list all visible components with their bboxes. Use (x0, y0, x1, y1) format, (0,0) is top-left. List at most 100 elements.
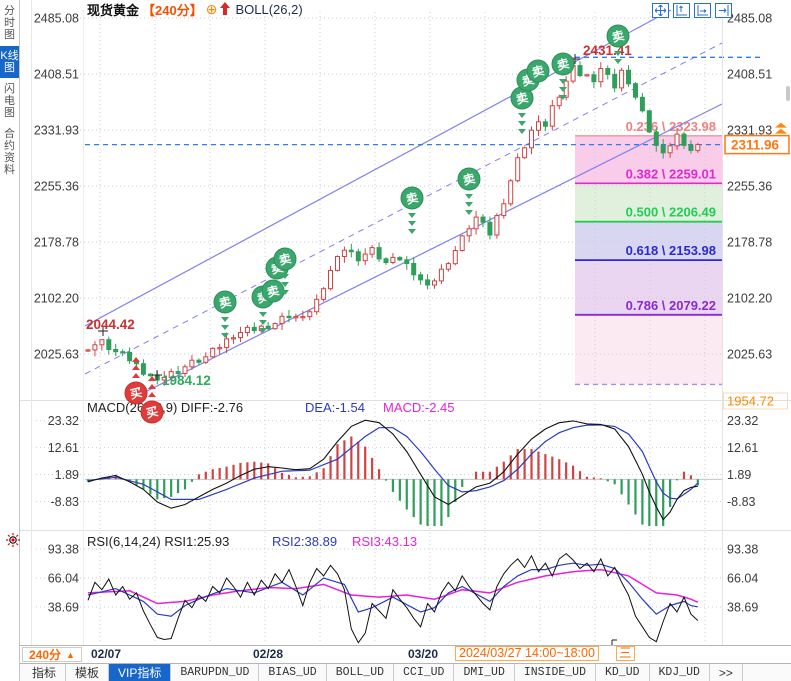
svg-text:卖: 卖 (610, 27, 625, 44)
axis-tick-label: 12.61 (727, 441, 758, 455)
fib-label: 0.382 \ 2259.01 (626, 166, 716, 181)
axis-tick-label: 2102.20 (34, 292, 79, 306)
toolbar-tab-5[interactable]: BIAS_UD (259, 664, 327, 681)
axis-tick-label: 23.32 (48, 414, 79, 428)
panel-title: MACD(26,12,9) DIFF:-2.76 (87, 400, 243, 415)
macd-diff-line (87, 419, 698, 521)
svg-text:卖: 卖 (530, 62, 545, 79)
fib-label: 0.236 \ 2323.98 (626, 119, 716, 134)
panel-title: RSI2:38.89 (272, 534, 337, 549)
panel-title: DEA:-1.54 (305, 400, 365, 415)
toolbar-tab-6[interactable]: BOLL_UD (327, 664, 395, 681)
axis-tick-label: 38.69 (727, 601, 758, 615)
indicator-toolbar: 指标 模板 VIP指标 BARUPDN_UD BIAS_UD BOLL_UD CCI_UD D… (20, 663, 791, 681)
svg-text:卖: 卖 (265, 282, 280, 299)
chevron-up-icon: ▲ (66, 649, 75, 660)
chart-type-sidebar: 分时图 K线图闪电图合约资料 (0, 0, 20, 681)
period-label: 240分 (29, 648, 62, 662)
indicator-settings-sun-icon[interactable] (5, 532, 21, 553)
axis-tick-label: 66.04 (727, 571, 758, 585)
toolbar-tab-11[interactable]: KDJ_UD (650, 664, 710, 681)
date-axis-label: 02/07 (90, 647, 122, 661)
toolbar-tab-3[interactable]: VIP指标 (109, 664, 172, 681)
axis-tick-label: 93.38 (727, 542, 758, 556)
sidebar-item-4[interactable]: 合约资料 (4, 128, 15, 176)
axis-tick-label: 2178.78 (34, 236, 79, 250)
axis-tick-label: 12.61 (48, 441, 79, 455)
current-price-box (724, 134, 790, 155)
svg-text:卖: 卖 (277, 250, 292, 267)
swing-price-label: 1984.12 (162, 373, 211, 388)
axis-tick-label: 2255.36 (727, 180, 772, 194)
sidebar-item-1[interactable]: 分时图 (4, 5, 15, 41)
axis-tick-label: 23.32 (727, 414, 758, 428)
fib-label: 0.786 \ 2079.22 (626, 298, 716, 313)
svg-text:买: 买 (129, 385, 144, 401)
boll-indicator-label: BOLL(26,2) (235, 2, 303, 17)
rsi1-line (87, 552, 699, 644)
fib-label: 0.618 \ 2153.98 (626, 243, 716, 258)
toolbar-tab-12[interactable]: >> (710, 664, 743, 681)
axis-tick-label: 93.38 (48, 542, 79, 556)
toolbar-tab-7[interactable]: CCI_UD (394, 664, 455, 681)
chart-tool-icons (652, 3, 732, 18)
current-candle-time-range[interactable]: 2024/03/27 14:00~18:00 (455, 646, 599, 661)
axis-tick-label: 2331.93 (727, 124, 772, 138)
swing-price-label: 2431.41 (583, 43, 632, 58)
current-candle-weekday: 三 (616, 646, 635, 661)
panel-title: RSI(6,14,24) RSI1:25.93 (87, 534, 229, 549)
current-price-value: 2311.96 (731, 138, 780, 153)
move-icon[interactable] (652, 3, 669, 18)
trend-up-arrow-icon (220, 1, 231, 18)
fit-x-axis-icon[interactable] (694, 3, 711, 18)
axis-tick-label: 2331.93 (34, 124, 79, 138)
axis-tick-label: 2178.78 (727, 236, 772, 250)
go-latest-icon[interactable] (715, 3, 732, 18)
toolbar-tab-4[interactable]: BARUPDN_UD (171, 664, 260, 681)
axis-tick-label: 2102.20 (727, 292, 772, 306)
date-axis-label: 03/20 (407, 647, 439, 661)
svg-text:卖: 卖 (555, 55, 570, 72)
swing-price-label: 2044.42 (86, 317, 135, 332)
axis-tick-label: 2408.51 (727, 67, 772, 81)
add-indicator-icon[interactable]: ⊕ (205, 1, 218, 17)
rsi3-line (87, 568, 699, 605)
axis-tick-label: 1.89 (55, 468, 79, 482)
right-scrollbar-thumb[interactable] (786, 86, 790, 101)
axis-tick-label: 2408.51 (34, 67, 79, 81)
toolbar-tab-8[interactable]: DMI_UD (454, 664, 515, 681)
axis-tick-label: 66.04 (48, 571, 79, 585)
chart-canvas[interactable]: 0.236 \ 2323.98 0.382 \ 2259.01 0.500 \ 22… (0, 0, 791, 646)
fib-bands (575, 135, 722, 385)
fit-y-axis-icon[interactable] (673, 3, 690, 18)
macd-dea-line (87, 424, 699, 500)
svg-text:卖: 卖 (461, 170, 476, 187)
toolbar-tab-2[interactable]: 模板 (66, 664, 110, 681)
toolbar-tab-9[interactable]: INSIDE_UD (515, 664, 596, 681)
toolbar-tab-1[interactable]: 指标 (23, 664, 67, 681)
time-axis-bar: 240分 ▲ 2024/03/27 14:00~18:00 三 02/07 02/… (20, 645, 791, 663)
axis-tick-label: 2485.08 (34, 12, 79, 26)
axis-tick-label: -8.83 (727, 495, 756, 509)
axis-tick-label: 2255.36 (34, 180, 79, 194)
chart-header: 现货黄金 【240分】 ⊕ BOLL(26,2) (87, 1, 303, 18)
svg-text:卖: 卖 (217, 293, 232, 310)
axis-tick-label: 38.69 (48, 601, 79, 615)
candles (85, 57, 701, 386)
sidebar-item-3[interactable]: 闪电图 (4, 83, 15, 119)
period-tag: 【240分】 (142, 3, 203, 18)
period-selector-button[interactable]: 240分 ▲ (22, 647, 82, 662)
sidebar-item-2[interactable]: K线图 (0, 46, 19, 78)
fib-levels: 0.236 \ 2323.98 0.382 \ 2259.01 0.500 \ 22… (575, 119, 722, 386)
toolbar-tab-10[interactable]: KD_UD (596, 664, 650, 681)
axis-tick-label: 2025.63 (727, 348, 772, 362)
macd-histogram (86, 436, 699, 526)
svg-text:买: 买 (145, 404, 160, 420)
fib-label: 0.500 \ 2206.49 (626, 205, 716, 220)
axis-tick-label: 1.89 (727, 468, 751, 482)
svg-text:卖: 卖 (514, 89, 529, 106)
trade-signal-markers: 卖卖卖卖卖卖卖卖卖卖 卖卖买买 (124, 24, 630, 424)
panel-title: RSI3:43.13 (352, 534, 417, 549)
date-axis-label: 02/28 (252, 647, 284, 661)
